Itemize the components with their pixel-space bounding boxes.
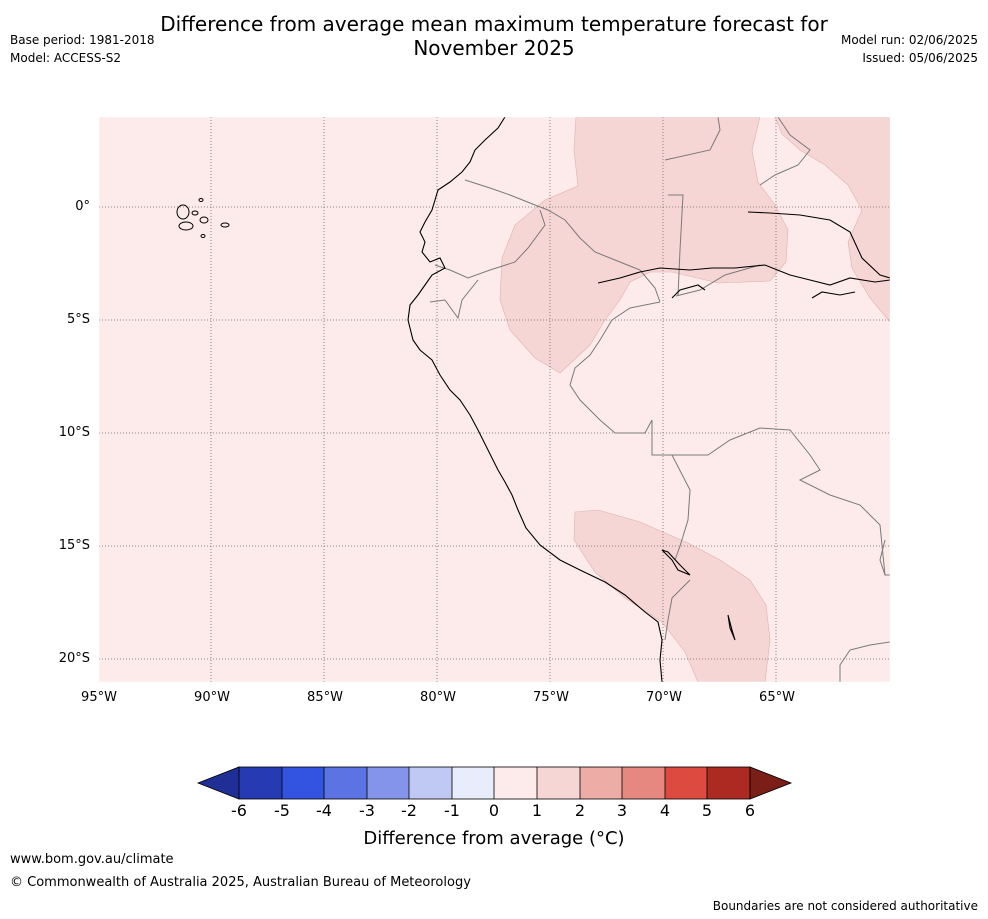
- colorbar-dividers: [281, 767, 708, 799]
- colorbar-swatch: [367, 767, 409, 799]
- colorbar-swatch: [324, 767, 367, 799]
- colorbar-tick: 6: [744, 801, 756, 820]
- map-frame: [98, 116, 891, 683]
- colorbar-tick: -1: [444, 801, 460, 820]
- anomaly-region-north: [499, 117, 789, 374]
- colorbar-outline: [238, 766, 751, 800]
- map-title: Difference from average mean maximum tem…: [0, 12, 988, 60]
- colorbar-swatch: [665, 767, 707, 799]
- colorbar-tick: 0: [488, 801, 500, 820]
- model-name: Model: ACCESS-S2: [10, 51, 122, 65]
- copyright-text: © Commonwealth of Australia 2025, Austra…: [10, 875, 471, 890]
- colorbar-swatch: [239, 767, 282, 799]
- gridlines: [99, 117, 890, 682]
- lat-label: 5°S: [66, 312, 90, 327]
- colorbar-tick: -4: [316, 801, 332, 820]
- meta-right: Model run: 02/06/2025 Issued: 05/06/2025: [841, 31, 978, 67]
- colorbar-tick: -3: [359, 801, 375, 820]
- lat-label: 15°S: [58, 538, 90, 553]
- model-run: Model run: 02/06/2025: [840, 33, 978, 47]
- colorbar-swatch: [282, 767, 324, 799]
- colorbar-swatch: [622, 767, 665, 799]
- bom-url-link[interactable]: www.bom.gov.au/climate: [10, 852, 174, 867]
- colorbar-tick: -2: [401, 801, 417, 820]
- lon-label: 70°W: [646, 690, 682, 705]
- disclaimer-text: Boundaries are not considered authoritat…: [712, 899, 978, 913]
- meta-left: Base period: 1981-2018 Model: ACCESS-S2: [10, 31, 155, 67]
- lat-label: 10°S: [58, 425, 90, 440]
- colorbar-low-extension: [196, 766, 240, 800]
- lat-label: 20°S: [58, 651, 90, 666]
- coastlines: [407, 117, 890, 682]
- colorbar-high-extension: [749, 766, 793, 800]
- galapagos-islands: [176, 198, 230, 238]
- lon-label: 75°W: [533, 690, 569, 705]
- lon-label: 80°W: [420, 690, 456, 705]
- colorbar-swatch: [537, 767, 580, 799]
- colorbar-tick: 4: [659, 801, 671, 820]
- lon-label: 85°W: [307, 690, 343, 705]
- colorbar-swatch: [494, 767, 537, 799]
- lon-label: 65°W: [759, 690, 795, 705]
- colorbar-swatch: [707, 767, 750, 799]
- anomaly-region-northeast: [774, 117, 890, 323]
- colorbar-swatch: [409, 767, 452, 799]
- country-borders: [429, 117, 890, 682]
- colorbar: [196, 766, 793, 800]
- lon-label: 95°W: [81, 690, 117, 705]
- colorbar-tick: -6: [231, 801, 247, 820]
- colorbar-tick: 2: [574, 801, 586, 820]
- title-line-2: November 2025: [413, 36, 575, 60]
- colorbar-tick: 1: [531, 801, 543, 820]
- colorbar-tick: 5: [701, 801, 713, 820]
- base-period: Base period: 1981-2018: [10, 33, 155, 47]
- issued-date: Issued: 05/06/2025: [862, 51, 978, 65]
- colorbar-tick: -5: [274, 801, 290, 820]
- lat-label: 0°: [75, 199, 90, 214]
- colorbar-tick: 3: [616, 801, 628, 820]
- lon-label: 90°W: [194, 690, 230, 705]
- colorbar-swatch: [452, 767, 494, 799]
- title-line-1: Difference from average mean maximum tem…: [160, 12, 828, 36]
- colorbar-label: Difference from average (°C): [363, 828, 625, 849]
- colorbar-swatch: [580, 767, 622, 799]
